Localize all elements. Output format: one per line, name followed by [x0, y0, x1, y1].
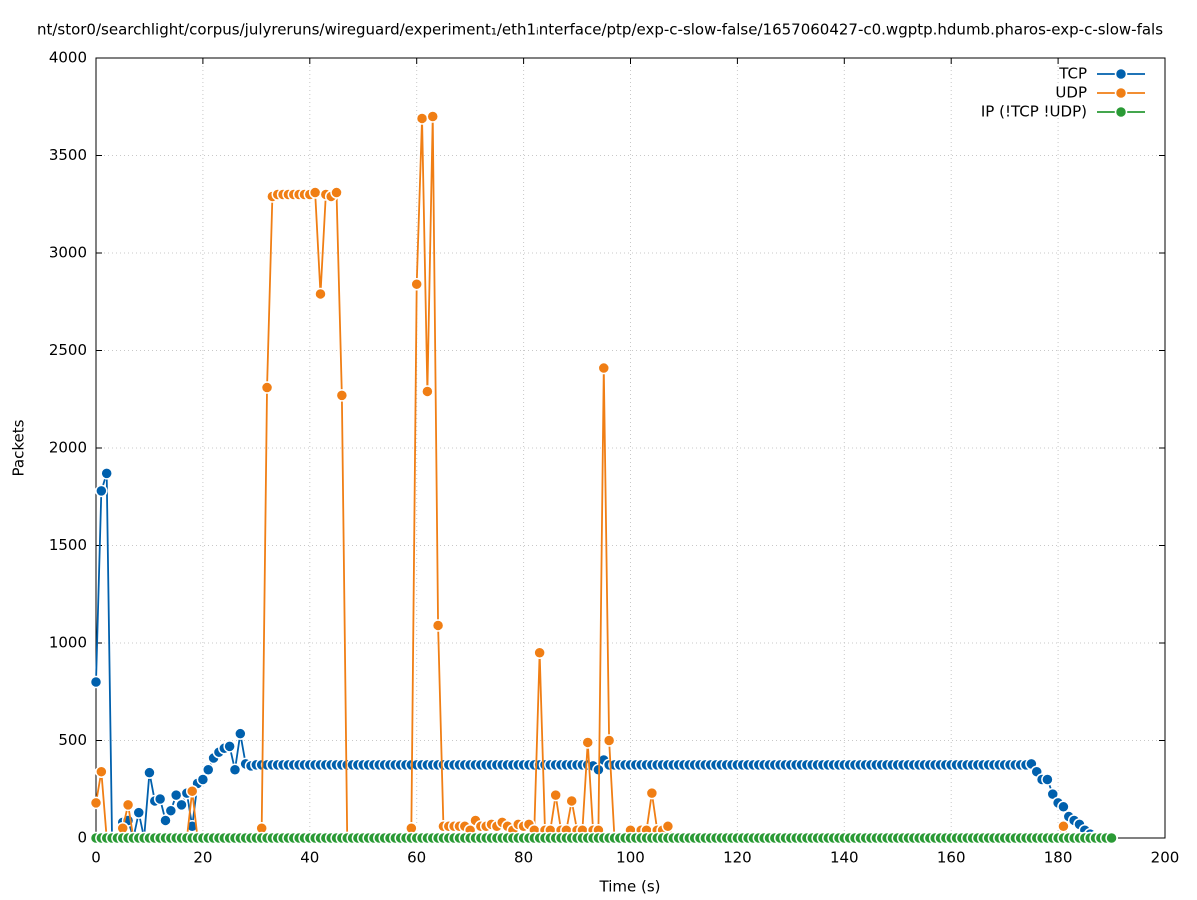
data-point [260, 381, 274, 394]
x-tick-label: 100 [616, 849, 645, 867]
data-point [175, 798, 188, 812]
data-point [89, 796, 103, 810]
y-tick-label: 1500 [49, 536, 87, 554]
y-tick-label: 3000 [49, 244, 87, 262]
y-tick-label: 500 [58, 731, 87, 749]
data-point [597, 361, 611, 375]
x-tick-label: 120 [723, 849, 752, 867]
data-point [234, 727, 247, 740]
x-tick-label: 200 [1151, 849, 1180, 867]
data-point [95, 484, 108, 498]
x-tick-label: 60 [407, 849, 426, 867]
chart-title: nt/stor0/searchlight/corpus/julyreruns/w… [37, 21, 1163, 39]
data-point [565, 794, 578, 808]
data-point [426, 110, 439, 123]
data-point [132, 806, 146, 819]
legend-marker [1114, 105, 1128, 119]
data-point [308, 186, 322, 199]
data-point [95, 765, 108, 778]
y-tick-label: 2000 [49, 439, 87, 457]
data-point [201, 763, 215, 776]
x-tick-label: 20 [193, 849, 212, 867]
legend-label: UDP [1055, 84, 1087, 102]
data-point [89, 675, 103, 689]
y-tick-label: 0 [77, 829, 87, 847]
data-point [1105, 831, 1118, 845]
data-point [314, 287, 327, 301]
legend-marker [1114, 86, 1128, 100]
y-tick-label: 4000 [49, 49, 87, 67]
legend-label: IP (!TCP !UDP) [981, 103, 1087, 121]
data-point [228, 763, 242, 776]
data-point [335, 389, 349, 402]
y-axis-label: Packets [10, 419, 28, 476]
data-point [223, 740, 236, 753]
x-tick-label: 140 [830, 849, 859, 867]
data-point [1041, 773, 1054, 786]
data-point [431, 619, 445, 632]
data-point [410, 277, 423, 291]
data-point [581, 736, 594, 749]
data-point [121, 798, 135, 812]
x-tick-label: 180 [1044, 849, 1073, 867]
data-point [196, 773, 210, 786]
data-point [164, 804, 178, 817]
series-line [95, 116, 1112, 840]
legend-marker [1114, 67, 1128, 81]
series-line [95, 473, 1112, 839]
x-tick-label: 40 [300, 849, 319, 867]
x-tick-label: 80 [514, 849, 533, 867]
data-point [549, 788, 562, 802]
data-point [185, 784, 199, 798]
x-axis-label: Time (s) [599, 878, 661, 896]
data-point [533, 646, 546, 659]
data-point [1046, 787, 1060, 801]
y-tick-label: 1000 [49, 634, 87, 652]
data-point [661, 820, 675, 833]
data-point [1057, 800, 1070, 814]
data-point [153, 792, 167, 806]
data-point [421, 385, 434, 398]
x-tick-label: 0 [91, 849, 101, 867]
data-point [415, 112, 429, 125]
y-tick-label: 3500 [49, 146, 87, 164]
data-point [330, 186, 343, 199]
data-point [602, 734, 616, 747]
data-point [159, 814, 172, 827]
data-point [143, 766, 156, 779]
data-point [100, 467, 113, 480]
data-point [645, 786, 659, 800]
y-tick-label: 2500 [49, 341, 87, 359]
data-point [1057, 820, 1070, 833]
x-tick-label: 160 [937, 849, 966, 867]
legend-label: TCP [1058, 65, 1087, 83]
